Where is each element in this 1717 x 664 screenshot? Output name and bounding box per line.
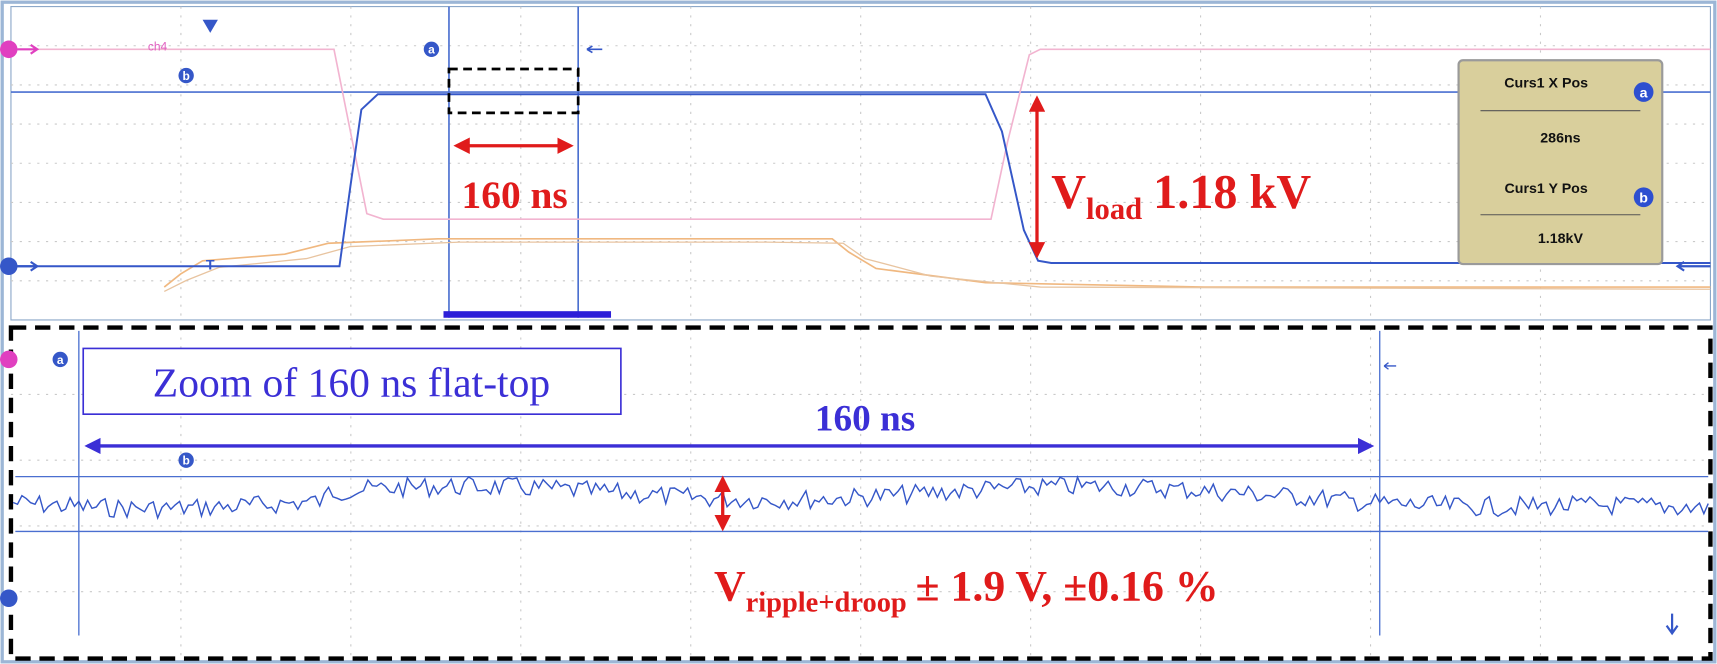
cursor-a-badge: a bbox=[428, 43, 435, 57]
zoom-cursor-b-badge: b bbox=[182, 454, 189, 468]
cursor-arrow bbox=[1384, 363, 1396, 370]
zoom-title: Zoom of 160 ns flat-top bbox=[153, 361, 550, 407]
ripple-label: Vripple+droop ± 1.9 V, ±0.16 % bbox=[714, 562, 1219, 618]
ripple-symbol: V bbox=[714, 562, 746, 610]
ch-marker bbox=[0, 351, 18, 369]
cursor-b-badge: b bbox=[182, 69, 189, 83]
readout-x-title: Curs1 X Pos bbox=[1504, 76, 1588, 92]
readout-y-title: Curs1 Y Pos bbox=[1505, 181, 1588, 197]
readout-x-badge: a bbox=[1640, 86, 1648, 102]
ch-marker bbox=[0, 257, 18, 275]
zoom-cursor-a-badge: a bbox=[57, 353, 64, 367]
readout-x-value: 286ns bbox=[1540, 130, 1580, 146]
ch-marker bbox=[0, 589, 18, 607]
zoom-trace bbox=[13, 477, 1708, 518]
window-bar bbox=[443, 311, 611, 318]
trigger-label: T bbox=[206, 258, 215, 274]
readout-y-value: 1.18kV bbox=[1538, 231, 1584, 247]
ripple-subscript: ripple+droop bbox=[746, 587, 907, 618]
vload-value: 1.18 kV bbox=[1153, 166, 1311, 219]
channel-label: ch4 bbox=[148, 39, 168, 53]
vload-symbol: V bbox=[1051, 166, 1086, 219]
ch-marker bbox=[0, 41, 18, 59]
vload-subscript: load bbox=[1086, 192, 1142, 226]
width-label: 160 ns bbox=[462, 173, 568, 217]
ref-arrow bbox=[1667, 614, 1678, 634]
ripple-value: ± 1.9 V, ±0.16 % bbox=[916, 562, 1219, 610]
readout-y-badge: b bbox=[1639, 191, 1648, 207]
zoom-width-label: 160 ns bbox=[815, 399, 915, 440]
scope-figure: 160 ns Vload 1.18 kV ch4 a b T Curs1 X Po… bbox=[0, 0, 1717, 664]
